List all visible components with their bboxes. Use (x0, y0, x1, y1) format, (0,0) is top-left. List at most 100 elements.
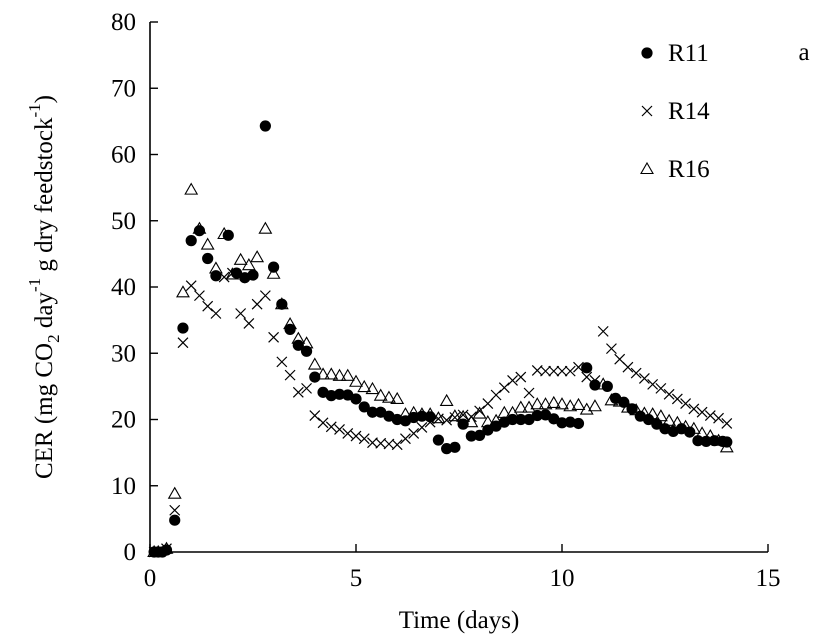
data-point (342, 427, 354, 439)
series-r14 (148, 267, 733, 558)
data-point (167, 486, 182, 499)
data-point (530, 397, 545, 410)
data-point (383, 438, 395, 450)
y-axis-title-part: ) (31, 95, 58, 103)
data-point (391, 439, 403, 451)
y-axis-title-part: -1 (25, 103, 44, 117)
data-point (177, 337, 189, 349)
y-tick-label: 0 (124, 539, 137, 566)
data-point (210, 308, 222, 319)
data-point (589, 379, 601, 391)
data-point (630, 367, 642, 379)
data-point (721, 418, 733, 429)
data-point (230, 267, 243, 279)
data-point (622, 361, 634, 373)
data-markers (147, 120, 734, 558)
data-point (538, 397, 553, 410)
data-point (515, 413, 527, 426)
data-point (439, 393, 454, 406)
data-point (581, 362, 593, 374)
data-point (284, 323, 296, 335)
y-axis-title-part: -1 (25, 278, 44, 292)
data-point (638, 373, 650, 384)
data-point (688, 403, 700, 415)
data-point (233, 252, 248, 265)
data-point (169, 504, 181, 516)
data-point (251, 298, 263, 310)
data-point (416, 422, 428, 433)
y-axis-title-part: 2 (44, 334, 63, 343)
data-point (432, 434, 444, 446)
data-point (358, 433, 370, 445)
data-point (555, 397, 569, 410)
legend-item-r11: R11 (641, 40, 709, 67)
data-point (507, 374, 518, 386)
data-point (522, 400, 536, 413)
data-point (606, 343, 617, 355)
data-point (276, 298, 288, 310)
data-point (365, 381, 380, 395)
data-point (222, 229, 234, 241)
axes (149, 22, 768, 553)
x-axis-title: Time (days) (399, 607, 520, 634)
data-point (588, 399, 602, 412)
y-axis-title-part: day (31, 292, 58, 335)
panel-label: a (798, 39, 809, 66)
legend-marker (641, 105, 653, 117)
data-point (241, 258, 256, 271)
x-tick-label: 5 (350, 565, 363, 592)
y-axis-title-part: g dry feedstock (31, 117, 58, 278)
data-point (465, 430, 477, 442)
data-point (647, 378, 659, 390)
y-tick-label: 70 (111, 75, 136, 102)
data-point (325, 390, 337, 402)
data-point (400, 433, 411, 445)
data-point (375, 437, 387, 449)
data-point (515, 371, 527, 383)
data-point (202, 252, 214, 265)
data-point (531, 409, 543, 422)
data-point (464, 415, 479, 428)
data-point (457, 418, 469, 430)
data-point (176, 285, 190, 298)
data-point (490, 389, 502, 401)
data-point (317, 417, 329, 429)
data-point (276, 356, 288, 368)
data-point (185, 280, 197, 292)
data-point (408, 411, 420, 424)
data-point (193, 225, 206, 237)
y-tick-label: 50 (111, 208, 136, 235)
data-point (651, 418, 663, 430)
data-point (200, 237, 215, 250)
y-axis-title-part: CER (mg CO (31, 343, 58, 479)
data-point (247, 269, 259, 281)
legend-item-r14: R14 (641, 98, 710, 125)
x-tick-label: 0 (144, 565, 157, 592)
legend-label: R11 (668, 40, 709, 67)
legend-marker (641, 47, 653, 59)
data-point (482, 398, 494, 410)
data-point (523, 387, 535, 399)
y-tick-label: 20 (111, 407, 136, 434)
data-point (556, 417, 568, 429)
data-point (548, 365, 560, 377)
data-point (680, 398, 692, 410)
x-tick-label: 10 (550, 565, 575, 592)
data-point (300, 345, 313, 357)
data-point (349, 374, 363, 387)
data-point (169, 514, 181, 526)
data-point (268, 331, 280, 343)
data-point (618, 396, 630, 408)
data-point (704, 410, 716, 421)
y-tick-label: 40 (111, 274, 136, 301)
data-point (357, 379, 372, 393)
data-point (546, 395, 561, 408)
legend: R11 R14 R16 (640, 40, 710, 183)
data-point (564, 416, 576, 428)
data-point (642, 413, 655, 426)
data-point (266, 266, 281, 279)
data-point (325, 421, 337, 433)
data-point (721, 436, 733, 448)
data-point (696, 406, 708, 418)
